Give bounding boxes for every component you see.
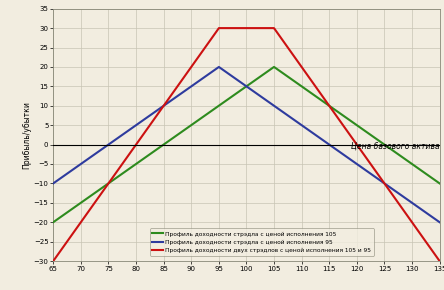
Профиль доходности двух стрэдлов с ценой исполнения 105 и 95 [426,244,431,247]
Профиль доходности стрэдла с ценой исполнения 105 [437,182,442,185]
Профиль доходности стрэдла с ценой исполнения 105 [51,220,56,224]
Text: Цена базового актива: Цена базового актива [351,142,440,151]
Профиль доходности стрэдла с ценой исполнения 95 [426,213,431,216]
Line: Профиль доходности стрэдла с ценой исполнения 105: Профиль доходности стрэдла с ценой испол… [53,67,440,222]
Профиль доходности стрэдла с ценой исполнения 95 [228,74,234,77]
Профиль доходности двух стрэдлов с ценой исполнения 105 и 95 [216,26,222,30]
Legend: Профиль доходности стрэдла с ценой исполнения 105, Профиль доходности стрэдла с : Профиль доходности стрэдла с ценой испол… [150,229,374,255]
Профиль доходности двух стрэдлов с ценой исполнения 105 и 95 [238,26,244,30]
Профиль доходности двух стрэдлов с ценой исполнения 105 и 95 [51,259,56,263]
Y-axis label: Прибыль/убытки: Прибыль/убытки [22,101,31,169]
Line: Профиль доходности стрэдла с ценой исполнения 95: Профиль доходности стрэдла с ценой испол… [53,67,440,222]
Профиль доходности стрэдла с ценой исполнения 95 [70,168,75,171]
Line: Профиль доходности двух стрэдлов с ценой исполнения 105 и 95: Профиль доходности двух стрэдлов с ценой… [53,28,440,261]
Профиль доходности двух стрэдлов с ценой исполнения 105 и 95 [437,259,442,263]
Профиль доходности стрэдла с ценой исполнения 105 [426,174,431,177]
Профиль доходности двух стрэдлов с ценой исполнения 105 и 95 [426,244,431,247]
Профиль доходности двух стрэдлов с ценой исполнения 105 и 95 [70,231,75,235]
Профиль доходности стрэдла с ценой исполнения 105 [70,206,75,210]
Профиль доходности стрэдла с ценой исполнения 95 [426,213,431,216]
Профиль доходности двух стрэдлов с ценой исполнения 105 и 95 [355,144,360,148]
Профиль доходности стрэдла с ценой исполнения 95 [216,65,222,69]
Профиль доходности стрэдла с ценой исполнения 105 [271,65,277,69]
Профиль доходности стрэдла с ценой исполнения 95 [355,163,360,166]
Профиль доходности стрэдла с ценой исполнения 95 [238,81,244,84]
Профиль доходности стрэдла с ценой исполнения 95 [437,220,442,224]
Профиль доходности стрэдла с ценой исполнения 105 [228,95,234,99]
Профиль доходности двух стрэдлов с ценой исполнения 105 и 95 [228,26,234,30]
Профиль доходности стрэдла с ценой исполнения 95 [51,182,56,185]
Профиль доходности стрэдла с ценой исполнения 105 [355,124,360,128]
Профиль доходности стрэдла с ценой исполнения 105 [426,174,431,177]
Профиль доходности стрэдла с ценой исполнения 105 [238,88,244,92]
